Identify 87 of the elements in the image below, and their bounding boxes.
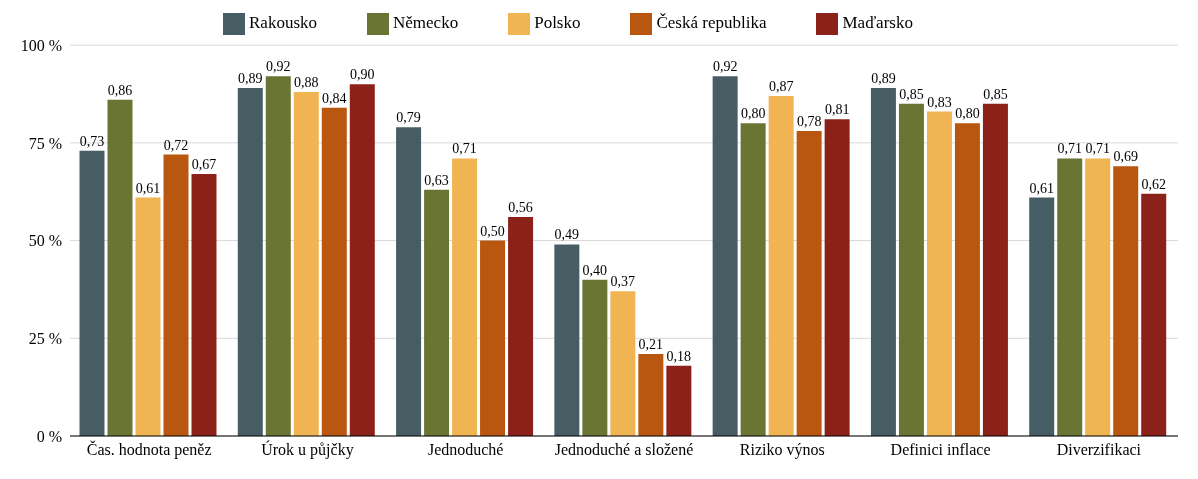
- data-label: 0,88: [294, 75, 319, 90]
- legend-label: Česká republika: [656, 13, 767, 32]
- data-label: 0,87: [768, 78, 794, 94]
- data-label: 0,73: [79, 133, 105, 149]
- bar: [321, 107, 347, 436]
- legend-label: Polsko: [534, 13, 581, 32]
- data-label: 0,79: [396, 110, 421, 126]
- data-label: 0,92: [712, 59, 738, 75]
- bar: [265, 76, 291, 436]
- bar: [452, 158, 478, 436]
- bar: [163, 154, 189, 436]
- data-label: 0,40: [582, 262, 608, 278]
- x-tick-label: Jednoduché: [427, 441, 504, 459]
- bar: [293, 92, 319, 436]
- bar: [926, 111, 952, 436]
- bar: [638, 353, 664, 436]
- bar: [740, 123, 766, 436]
- bar: [396, 127, 422, 436]
- data-label: 0,85: [899, 86, 924, 102]
- x-tick-label: Úrok u půjčky: [261, 440, 354, 460]
- y-tick-label: 50 %: [28, 232, 62, 250]
- bar: [870, 88, 896, 436]
- bar: [1057, 158, 1083, 436]
- bar: [824, 119, 850, 436]
- bar: [712, 76, 738, 436]
- data-label: 0,18: [666, 348, 692, 364]
- bar: [554, 244, 580, 436]
- data-label: 0,67: [191, 157, 217, 173]
- data-label: 0,85: [983, 86, 1008, 102]
- bar: [666, 365, 692, 436]
- data-label: 0,80: [740, 106, 766, 122]
- data-label: 0,71: [1085, 141, 1110, 157]
- data-label: 0,49: [554, 227, 580, 243]
- data-label: 0,92: [266, 59, 291, 75]
- data-label: 0,89: [238, 71, 263, 87]
- bar: [1113, 166, 1139, 436]
- bar: [1085, 158, 1111, 436]
- x-tick-label: Jednoduché a složené: [554, 441, 694, 459]
- data-label: 0,71: [1057, 141, 1082, 157]
- data-label: 0,72: [163, 137, 189, 153]
- bar: [508, 217, 534, 436]
- x-tick-label: Riziko výnos: [739, 441, 825, 460]
- bar: [191, 174, 217, 436]
- bar: [424, 189, 450, 436]
- bar: [480, 240, 506, 436]
- bar: [610, 291, 636, 436]
- bar: [982, 103, 1008, 436]
- bar: [79, 150, 105, 436]
- x-tick-label: Diverzifikaci: [1056, 441, 1142, 459]
- legend-label: Rakousko: [249, 13, 318, 32]
- data-label: 0,71: [452, 141, 477, 157]
- y-tick-label: 25 %: [28, 329, 62, 347]
- legend-label: Maďarsko: [842, 13, 913, 32]
- bar: [1141, 193, 1167, 436]
- data-label: 0,62: [1141, 176, 1166, 192]
- bar: [796, 131, 822, 436]
- data-label: 0,90: [350, 67, 375, 83]
- data-label: 0,78: [796, 114, 822, 130]
- data-label: 0,86: [107, 82, 133, 98]
- bar: [582, 279, 608, 436]
- legend-label: Německo: [393, 13, 459, 32]
- data-label: 0,61: [1029, 180, 1054, 196]
- bar: [1029, 197, 1055, 436]
- y-tick-label: 100 %: [20, 36, 62, 54]
- data-label: 0,37: [610, 274, 636, 290]
- y-tick-label: 0 %: [36, 427, 62, 445]
- data-label: 0,69: [1113, 149, 1138, 165]
- bar: [349, 84, 375, 436]
- y-tick-label: 75 %: [28, 134, 62, 152]
- data-label: 0,80: [955, 106, 980, 122]
- data-label: 0,21: [638, 336, 664, 352]
- bar: [237, 88, 263, 436]
- data-label: 0,84: [322, 90, 347, 106]
- bar: [768, 95, 794, 436]
- data-label: 0,63: [424, 172, 449, 188]
- bar: [954, 123, 980, 436]
- x-tick-label: Definici inflace: [890, 441, 991, 459]
- bar: [135, 197, 161, 436]
- data-label: 0,89: [871, 71, 896, 87]
- data-label: 0,81: [824, 102, 850, 118]
- bar: [107, 99, 133, 436]
- data-label: 0,83: [927, 94, 952, 110]
- bar: [898, 103, 924, 436]
- x-tick-label: Čas. hodnota peněz: [86, 440, 212, 460]
- data-label: 0,50: [480, 223, 505, 239]
- data-label: 0,61: [135, 180, 161, 196]
- data-label: 0,56: [508, 200, 533, 216]
